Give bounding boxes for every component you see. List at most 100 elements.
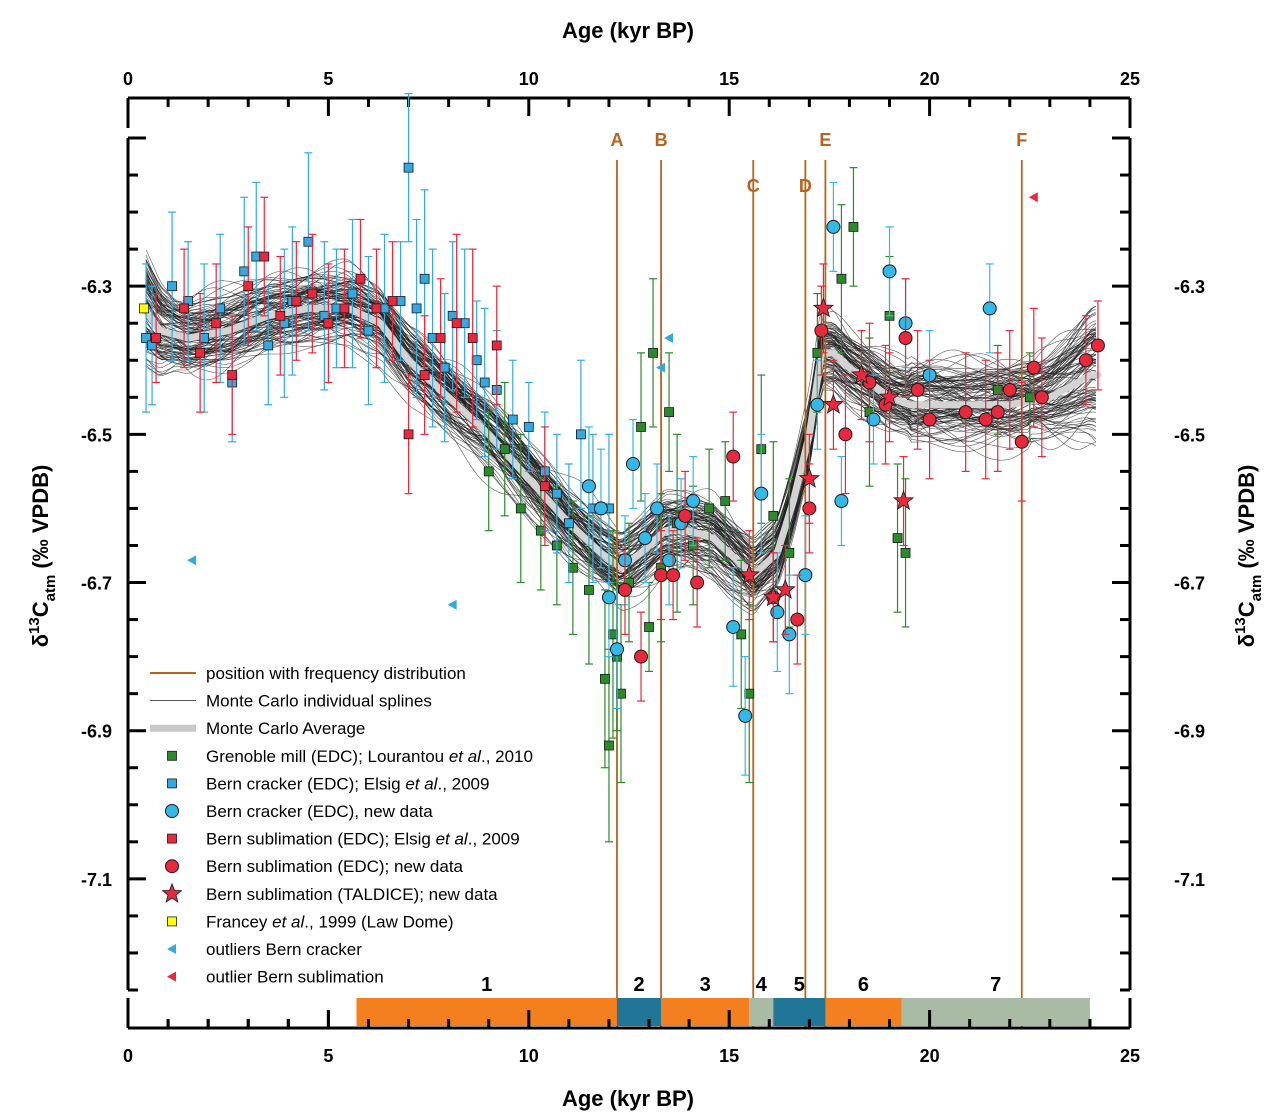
series-3	[151, 196, 550, 547]
data-point	[838, 427, 853, 442]
data-point	[141, 333, 151, 343]
data-point	[850, 363, 873, 385]
data-point	[626, 456, 641, 471]
monte-carlo-spline	[145, 300, 1096, 574]
legend-text-main: Bern cracker (EDC); Elsig	[206, 774, 405, 793]
legend-swatch	[161, 882, 183, 903]
legend-text-main: Bern sublimation (EDC); new data	[206, 857, 464, 876]
data-point	[291, 296, 302, 306]
data-point	[678, 508, 693, 523]
monte-carlo-spline	[145, 301, 1096, 578]
data-point	[609, 642, 624, 657]
legend-text-main: position with frequency distribution	[206, 664, 466, 683]
x-axis-title-bottom: Age (kyr BP)	[562, 1086, 694, 1111]
phase-label-4: 4	[756, 974, 768, 996]
data-point	[411, 303, 422, 314]
data-point	[704, 503, 715, 514]
legend-item-obs: outlier Bern sublimation	[206, 968, 384, 987]
data-point	[601, 590, 616, 605]
y-tick-label-right: -6.3	[1174, 277, 1205, 297]
x-tick-label-top: 25	[1120, 69, 1140, 89]
monte-carlo-spline	[145, 299, 1096, 573]
legend-item-obc: outliers Bern cracker	[206, 940, 362, 959]
monte-carlo-spline	[145, 313, 1096, 596]
phase-block-3	[661, 998, 750, 1026]
legend: position with frequency distribution Mont…	[150, 664, 533, 987]
monte-carlo-spline	[145, 278, 1096, 573]
phase-block-7	[901, 998, 1090, 1026]
data-point	[507, 414, 518, 425]
series-4	[617, 278, 1105, 702]
monte-carlo-spline	[145, 299, 1097, 565]
data-point	[563, 518, 574, 529]
x-tick-label-bottom: 20	[920, 1046, 940, 1066]
monte-carlo-spline	[145, 307, 1097, 592]
data-point	[403, 162, 414, 173]
monte-carlo-spline	[145, 312, 1096, 562]
data-point	[826, 219, 841, 234]
data-point	[1078, 353, 1093, 368]
data-point	[471, 355, 482, 366]
data-point	[1002, 382, 1017, 397]
monte-carlo-spline	[145, 309, 1097, 576]
monte-carlo-spline	[145, 291, 1096, 570]
data-point	[726, 449, 741, 464]
monte-carlo-spline	[145, 297, 1096, 576]
event-label-e: E	[819, 130, 831, 150]
series-8	[1028, 192, 1038, 203]
data-point	[600, 673, 610, 684]
monte-carlo-spline	[145, 320, 1096, 595]
data-point	[848, 222, 859, 232]
data-point	[664, 407, 674, 418]
legend-swatch	[167, 944, 176, 954]
phase-label-2: 2	[633, 974, 644, 996]
data-point	[307, 288, 318, 299]
data-point	[648, 347, 658, 358]
data-point	[636, 422, 646, 432]
data-point	[654, 568, 669, 583]
phase-block-2	[616, 998, 662, 1026]
y-tick-label-left: -7.1	[81, 870, 112, 890]
monte-carlo-spline	[145, 254, 1096, 557]
series-1	[141, 92, 614, 584]
legend-item-freq: position with frequency distribution	[206, 664, 466, 683]
legend-item-bsnew: Bern sublimation (EDC); new data	[206, 857, 464, 876]
legend-text-em: et al	[449, 747, 482, 766]
data-point	[770, 605, 785, 620]
data-point	[664, 333, 674, 344]
x-tick-label-bottom: 0	[123, 1046, 133, 1066]
legend-text-em: et al	[436, 830, 469, 849]
series-6	[139, 303, 149, 314]
data-point	[239, 266, 250, 277]
legend-swatch	[167, 750, 177, 761]
legend-swatch	[167, 833, 177, 844]
legend-text-main: Monte Carlo individual splines	[206, 692, 432, 711]
series-2	[581, 181, 997, 776]
data-point	[866, 412, 881, 427]
legend-text-em: et al	[405, 774, 438, 793]
data-points	[139, 92, 1105, 843]
data-point	[179, 303, 190, 314]
monte-carlo-spline	[145, 311, 1096, 579]
data-point	[910, 382, 925, 397]
axis-labels: Age (kyr BP) Age (kyr BP) δ13Catm (‰ VPD…	[26, 18, 1265, 1111]
x-tick-label-bottom: 10	[519, 1046, 539, 1066]
legend-swatch	[167, 916, 177, 927]
legend-text-main: Bern cracker (EDC), new data	[206, 802, 433, 821]
event-label-d: D	[799, 176, 812, 196]
data-point	[211, 318, 222, 329]
monte-carlo-spline	[145, 316, 1096, 584]
data-point	[644, 622, 654, 632]
data-point	[451, 318, 462, 329]
data-point	[634, 649, 649, 664]
legend-swatch	[167, 778, 177, 789]
data-point	[387, 296, 398, 306]
legend-item-tal: Bern sublimation (TALDICE); new data	[206, 885, 498, 904]
data-point	[199, 333, 210, 343]
monte-carlo-average	[142, 304, 1102, 579]
phase-block-1	[356, 998, 617, 1026]
monte-carlo-spline	[145, 335, 1097, 574]
data-point	[303, 236, 314, 247]
data-point	[798, 467, 820, 488]
